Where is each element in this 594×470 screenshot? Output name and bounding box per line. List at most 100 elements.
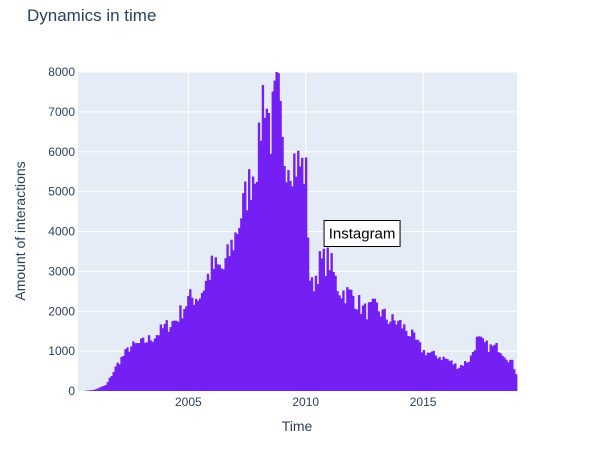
bar xyxy=(359,313,363,391)
bar xyxy=(291,186,294,391)
bar xyxy=(505,359,508,391)
bar xyxy=(401,328,404,391)
bar xyxy=(308,280,312,391)
bar xyxy=(467,361,471,391)
bar xyxy=(357,295,361,391)
bar xyxy=(214,257,217,391)
bar xyxy=(462,365,465,391)
bar xyxy=(267,112,271,391)
bar xyxy=(454,363,457,391)
chart-title: Dynamics in time xyxy=(27,6,156,25)
annotation: Instagram xyxy=(323,219,401,247)
bar xyxy=(306,237,310,391)
bar xyxy=(369,302,373,391)
bar xyxy=(191,297,194,391)
bar xyxy=(434,355,437,391)
bar xyxy=(279,100,282,391)
bar xyxy=(336,291,339,391)
bar xyxy=(479,336,483,391)
bar xyxy=(302,183,306,391)
bar xyxy=(363,303,367,391)
bar xyxy=(246,210,249,391)
bar xyxy=(177,321,180,391)
bar xyxy=(475,336,479,391)
bar xyxy=(497,352,500,391)
bar xyxy=(218,264,221,391)
bar xyxy=(469,355,473,391)
bar xyxy=(271,91,274,392)
bar xyxy=(140,338,143,391)
bar xyxy=(224,258,227,391)
bar xyxy=(90,390,94,391)
bar xyxy=(301,157,304,391)
bar xyxy=(456,369,459,391)
bar xyxy=(200,292,204,391)
bar xyxy=(116,362,119,391)
y-tick-label: 1000 xyxy=(48,344,75,358)
bar xyxy=(397,320,400,391)
bar xyxy=(348,289,351,391)
bar xyxy=(304,157,308,391)
x-tick-label: 2010 xyxy=(292,395,319,409)
bar xyxy=(194,298,198,391)
x-tick-label: 2005 xyxy=(175,395,202,409)
bar xyxy=(350,289,353,391)
bar xyxy=(283,165,286,391)
bar xyxy=(222,269,225,391)
bar xyxy=(507,362,510,391)
bar xyxy=(383,308,386,391)
bar xyxy=(193,304,196,391)
bar xyxy=(440,360,443,391)
bar xyxy=(157,335,161,391)
x-tick-label: 2015 xyxy=(410,395,437,409)
bar xyxy=(361,305,365,391)
bar xyxy=(379,316,382,391)
bar xyxy=(275,72,278,391)
bar xyxy=(147,335,151,391)
y-axis-ticks: 0 1000 2000 3000 4000 5000 6000 7000 8000 xyxy=(48,65,75,398)
bar xyxy=(134,343,137,391)
bar xyxy=(208,279,212,391)
bar xyxy=(112,371,115,391)
bar xyxy=(212,268,216,391)
bar xyxy=(493,344,496,391)
bar xyxy=(285,182,288,391)
bar xyxy=(189,289,192,391)
bar xyxy=(405,330,408,391)
bar xyxy=(100,386,104,391)
bar xyxy=(503,357,506,391)
bar xyxy=(489,344,492,391)
bar xyxy=(287,170,290,391)
bar xyxy=(460,364,463,391)
bar xyxy=(167,331,170,391)
bar xyxy=(169,327,172,391)
bar xyxy=(381,309,384,391)
bar xyxy=(183,309,186,391)
bar xyxy=(126,347,129,391)
bar xyxy=(395,324,398,391)
bar xyxy=(145,342,149,391)
bar xyxy=(104,384,108,391)
bar xyxy=(151,341,155,391)
bar xyxy=(465,362,469,391)
bar xyxy=(330,253,333,391)
bar xyxy=(110,375,113,391)
bar xyxy=(273,80,276,392)
bar xyxy=(310,277,314,391)
bar xyxy=(106,382,110,391)
bar xyxy=(432,350,435,391)
bar xyxy=(463,361,467,391)
bar xyxy=(340,298,343,391)
y-tick-label: 0 xyxy=(68,384,75,398)
bar xyxy=(163,323,166,391)
bar xyxy=(513,369,516,391)
bar xyxy=(342,290,345,391)
bar xyxy=(420,352,424,391)
bar xyxy=(295,176,298,391)
bar xyxy=(102,385,106,391)
bar xyxy=(257,122,261,391)
annotation-label: Instagram xyxy=(329,225,396,242)
bar xyxy=(234,232,237,391)
